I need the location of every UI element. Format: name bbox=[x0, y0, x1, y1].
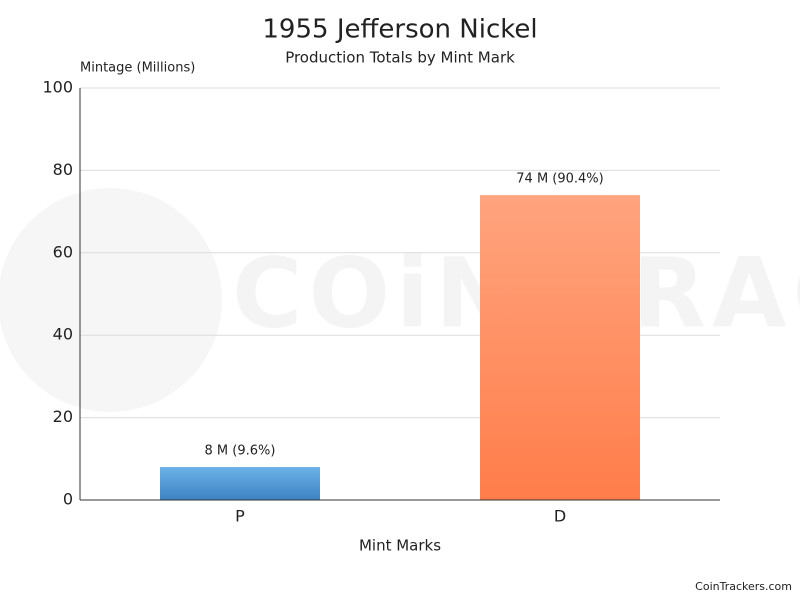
x-tick-label: P bbox=[235, 507, 245, 526]
source: CoinTrackers.com bbox=[695, 580, 792, 593]
chart-title: 1955 Jefferson Nickel bbox=[262, 15, 537, 45]
y-tick-label: 20 bbox=[53, 407, 73, 426]
bar bbox=[480, 195, 640, 500]
x-tick-label: D bbox=[554, 507, 566, 526]
y-tick-label: 80 bbox=[53, 160, 73, 179]
data-label: 8 M (9.6%) bbox=[205, 444, 276, 459]
y-tick-label: 60 bbox=[53, 242, 73, 261]
y-tick-label: 100 bbox=[42, 78, 73, 97]
x-axis-title: Mint Marks bbox=[359, 537, 441, 555]
data-label: 74 M (90.4%) bbox=[516, 172, 603, 187]
chart-subtitle: Production Totals by Mint Mark bbox=[285, 49, 515, 67]
y-tick-label: 0 bbox=[63, 490, 73, 509]
y-axis-title: Mintage (Millions) bbox=[80, 61, 195, 76]
bar bbox=[160, 467, 320, 500]
watermark-logo bbox=[0, 188, 222, 412]
y-tick-label: 40 bbox=[53, 325, 73, 344]
